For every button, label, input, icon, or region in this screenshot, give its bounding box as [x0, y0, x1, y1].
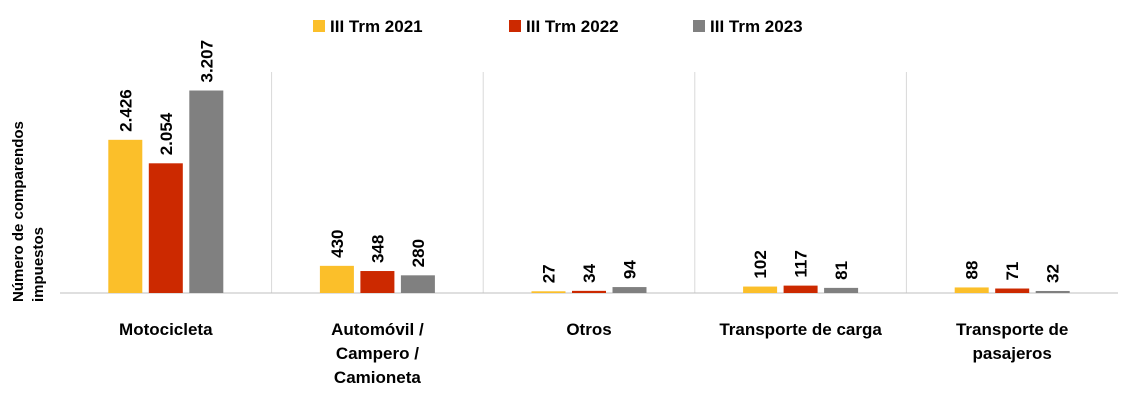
bar: [572, 290, 606, 293]
value-label: 34: [580, 263, 599, 282]
legend-swatch: [313, 20, 325, 32]
value-label: 348: [368, 235, 387, 263]
value-label: 280: [409, 239, 428, 267]
x-tick-label: Otros: [566, 320, 612, 339]
x-tick-label: Motocicleta: [119, 320, 213, 339]
value-label: 32: [1044, 264, 1063, 283]
bar: [995, 288, 1030, 293]
y-axis-label: Número de comparendos impuestos: [10, 121, 47, 302]
bar: [360, 271, 395, 293]
value-label: 88: [963, 261, 982, 280]
legend-swatch: [509, 20, 521, 32]
x-tick-label: Transporte de pasajeros: [955, 320, 1069, 363]
bar: [743, 286, 778, 293]
x-tick-label: Automóvil / Campero / Camioneta: [331, 320, 424, 387]
value-label: 3.207: [197, 40, 216, 83]
bar: [108, 139, 143, 293]
legend-swatch: [693, 20, 705, 32]
value-label: 27: [540, 264, 559, 283]
value-label: 94: [621, 260, 640, 279]
bar: [954, 287, 989, 293]
bar: [612, 287, 647, 293]
value-label: 71: [1003, 262, 1022, 281]
bar: [319, 265, 354, 293]
value-label: 2.054: [157, 112, 176, 155]
x-tick-label: Transporte de carga: [719, 320, 882, 339]
legend-label: III Trm 2022: [526, 17, 619, 36]
value-label: 81: [832, 261, 851, 280]
legend-label: III Trm 2021: [330, 17, 423, 36]
bar: [400, 275, 435, 293]
bar: [531, 291, 566, 293]
value-label: 102: [751, 250, 770, 278]
bar: [783, 285, 818, 293]
bar: [148, 163, 183, 293]
value-label: 430: [328, 229, 347, 257]
legend-label: III Trm 2023: [710, 17, 803, 36]
bar: [1035, 290, 1070, 293]
value-label: 2.426: [116, 89, 135, 132]
value-label: 117: [792, 250, 811, 277]
bar: [824, 287, 859, 293]
bar: [189, 90, 224, 293]
